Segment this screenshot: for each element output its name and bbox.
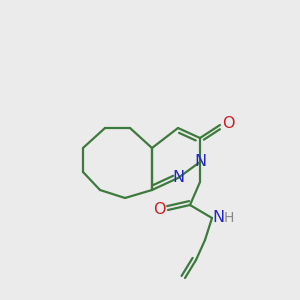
Text: N: N [212, 211, 224, 226]
Text: N: N [172, 170, 184, 185]
Text: N: N [194, 154, 206, 169]
Text: H: H [224, 211, 234, 225]
Text: O: O [222, 116, 235, 131]
Text: O: O [154, 202, 166, 217]
